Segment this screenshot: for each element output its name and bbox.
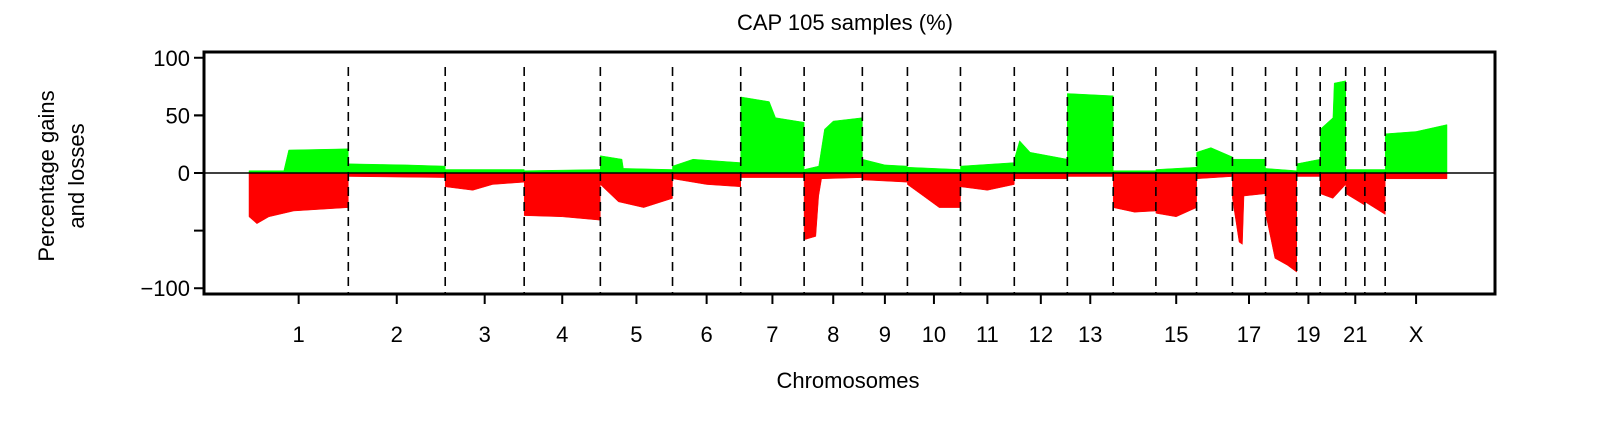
x-tick-label: 7 xyxy=(766,322,778,347)
gains-area-chr-19 xyxy=(1296,158,1321,174)
gains-area-chr-20 xyxy=(1319,80,1346,174)
gains-area-chr-2 xyxy=(348,163,446,174)
losses-area-chr-1 xyxy=(248,172,349,225)
losses-area-chr-6 xyxy=(672,172,741,188)
x-tick-label: 8 xyxy=(827,322,839,347)
losses-area-chr-X xyxy=(1384,172,1448,180)
gains-area-chr-10 xyxy=(907,166,961,174)
losses-area-chr-5 xyxy=(600,172,673,208)
losses-area-chr-14 xyxy=(1112,172,1157,213)
losses-area-chr-11 xyxy=(960,172,1015,191)
losses-area-chr-3 xyxy=(444,172,525,191)
losses-area-chr-18 xyxy=(1265,172,1297,273)
chart-title: CAP 105 samples (%) xyxy=(737,10,953,35)
gains-area-chr-13 xyxy=(1067,93,1114,174)
x-tick-label: 3 xyxy=(479,322,491,347)
losses-area-chr-22 xyxy=(1364,172,1386,215)
y-tick-label: −100 xyxy=(140,276,190,301)
x-tick-label: 6 xyxy=(700,322,712,347)
losses-area-chr-12 xyxy=(1014,172,1068,180)
plot-area xyxy=(248,80,1448,273)
losses-area-chr-16 xyxy=(1196,172,1233,180)
y-tick-label: 100 xyxy=(153,46,190,71)
gains-area-chr-15 xyxy=(1155,166,1197,174)
losses-area-chr-21 xyxy=(1345,172,1366,206)
losses-area-chr-15 xyxy=(1155,172,1197,218)
y-axis-label-line-1: Percentage gains xyxy=(34,90,59,261)
x-tick-label: 11 xyxy=(976,322,999,347)
gains-area-chr-11 xyxy=(960,162,1015,174)
losses-area-chr-20 xyxy=(1319,172,1346,199)
y-axis-label: Percentage gains and losses xyxy=(34,90,89,261)
y-tick-label: 50 xyxy=(166,103,190,128)
gains-area-chr-7 xyxy=(740,96,805,174)
x-tick-label: 9 xyxy=(879,322,891,347)
losses-area-chr-10 xyxy=(907,172,961,208)
gains-area-chr-5 xyxy=(600,155,673,174)
losses-area-chr-9 xyxy=(862,172,908,183)
x-tick-label: 2 xyxy=(391,322,403,347)
losses-area-chr-8 xyxy=(803,172,863,241)
x-tick-label: 19 xyxy=(1296,322,1320,347)
y-axis-label-line-2: and losses xyxy=(64,123,89,228)
x-tick-label: 15 xyxy=(1164,322,1188,347)
x-tick-label: 10 xyxy=(922,322,946,347)
x-tick-label: X xyxy=(1409,322,1424,347)
gains-area-chr-16 xyxy=(1196,147,1233,174)
y-tick-label: 0 xyxy=(178,161,190,186)
x-tick-label: 5 xyxy=(630,322,642,347)
x-tick-label: 4 xyxy=(556,322,568,347)
gains-area-chr-9 xyxy=(862,158,908,174)
x-tick-label: 1 xyxy=(293,322,305,347)
losses-area-chr-17 xyxy=(1232,172,1266,245)
gains-area-chr-6 xyxy=(672,158,741,174)
losses-area-chr-4 xyxy=(523,172,601,221)
gains-area-chr-12 xyxy=(1014,140,1068,174)
gains-area-chr-8 xyxy=(803,117,863,174)
x-axis-label: Chromosomes xyxy=(776,368,919,393)
x-tick-label: 12 xyxy=(1029,322,1053,347)
gains-area-chr-X xyxy=(1384,124,1448,174)
x-tick-label: 17 xyxy=(1237,322,1261,347)
gains-area-chr-1 xyxy=(248,148,349,174)
gains-area-chr-17 xyxy=(1232,158,1266,174)
x-tick-label: 13 xyxy=(1078,322,1102,347)
x-tick-label: 21 xyxy=(1343,322,1367,347)
